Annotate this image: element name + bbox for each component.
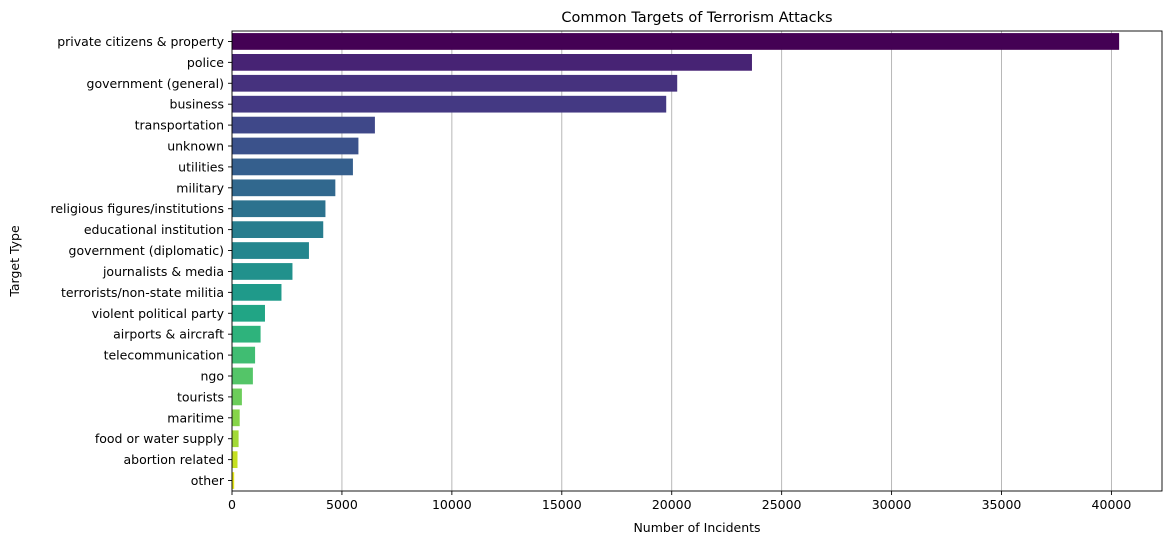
- y-tick-label: journalists & media: [102, 264, 224, 279]
- y-tick-label: government (general): [87, 76, 224, 91]
- bar: [232, 242, 309, 259]
- y-tick-label: airports & aircraft: [113, 327, 224, 342]
- chart-title: Common Targets of Terrorism Attacks: [561, 10, 832, 26]
- bar: [232, 367, 253, 385]
- bar: [232, 346, 256, 364]
- bar: [232, 200, 326, 218]
- bar: [232, 451, 238, 468]
- y-tick-label: abortion related: [123, 452, 224, 467]
- bar: [232, 430, 239, 448]
- bar: [232, 179, 336, 197]
- y-tick-label: military: [176, 180, 224, 195]
- bar: [232, 158, 353, 176]
- bar: [232, 325, 261, 343]
- bar: [232, 304, 265, 322]
- y-tick-label: utilities: [178, 159, 224, 174]
- bar: [232, 74, 678, 92]
- bar: [232, 263, 293, 280]
- bar: [232, 116, 375, 134]
- bar: [232, 95, 667, 113]
- bar: [232, 472, 235, 489]
- x-tick-label: 0: [228, 497, 236, 512]
- y-tick-label: food or water supply: [95, 431, 225, 446]
- x-tick-label: 5000: [326, 497, 358, 512]
- y-tick-label: telecommunication: [104, 348, 224, 363]
- x-tick-label: 15000: [542, 497, 582, 512]
- y-axis-ticks: private citizens & property police governm…: [50, 34, 232, 488]
- bar: [232, 137, 359, 155]
- y-tick-label: business: [170, 97, 224, 112]
- bars: [232, 33, 1120, 489]
- bar: [232, 284, 282, 301]
- y-tick-label: other: [191, 473, 225, 488]
- x-tick-label: 10000: [432, 497, 472, 512]
- bar: [232, 54, 752, 71]
- y-tick-label: ngo: [200, 369, 224, 384]
- x-tick-label: 40000: [1092, 497, 1132, 512]
- x-axis-ticks: 0 5000 10000 15000 20000 25000 30000 35000 40000: [228, 491, 1131, 512]
- x-tick-label: 30000: [872, 497, 912, 512]
- y-tick-label: educational institution: [84, 222, 224, 237]
- y-tick-label: tourists: [177, 389, 224, 404]
- x-tick-label: 35000: [982, 497, 1022, 512]
- bar: [232, 409, 240, 427]
- bar: [232, 388, 242, 406]
- y-tick-label: transportation: [135, 118, 224, 133]
- x-tick-label: 20000: [652, 497, 692, 512]
- y-tick-label: violent political party: [92, 306, 225, 321]
- y-tick-label: private citizens & property: [57, 34, 224, 49]
- bar: [232, 221, 324, 238]
- y-tick-label: religious figures/institutions: [50, 201, 224, 216]
- x-tick-label: 25000: [762, 497, 802, 512]
- y-tick-label: terrorists/non-state militia: [61, 285, 224, 300]
- bar: [232, 33, 1120, 50]
- y-tick-label: maritime: [167, 410, 224, 425]
- plot-frame: [231, 30, 1163, 492]
- y-tick-label: government (diplomatic): [69, 243, 224, 258]
- x-axis-label: Number of Incidents: [633, 520, 760, 535]
- axes-frame: [231, 30, 1163, 492]
- y-axis-label: Target Type: [7, 225, 22, 298]
- y-tick-label: police: [187, 55, 224, 70]
- y-tick-label: unknown: [167, 139, 224, 154]
